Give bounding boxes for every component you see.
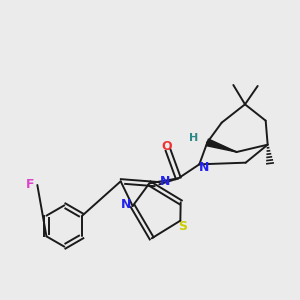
Text: N: N	[121, 199, 131, 212]
Text: N: N	[199, 161, 209, 174]
Text: S: S	[178, 220, 187, 233]
Text: O: O	[162, 140, 172, 152]
Polygon shape	[206, 139, 237, 152]
Text: H: H	[189, 133, 198, 143]
Text: N: N	[160, 175, 170, 188]
Text: F: F	[26, 178, 34, 191]
